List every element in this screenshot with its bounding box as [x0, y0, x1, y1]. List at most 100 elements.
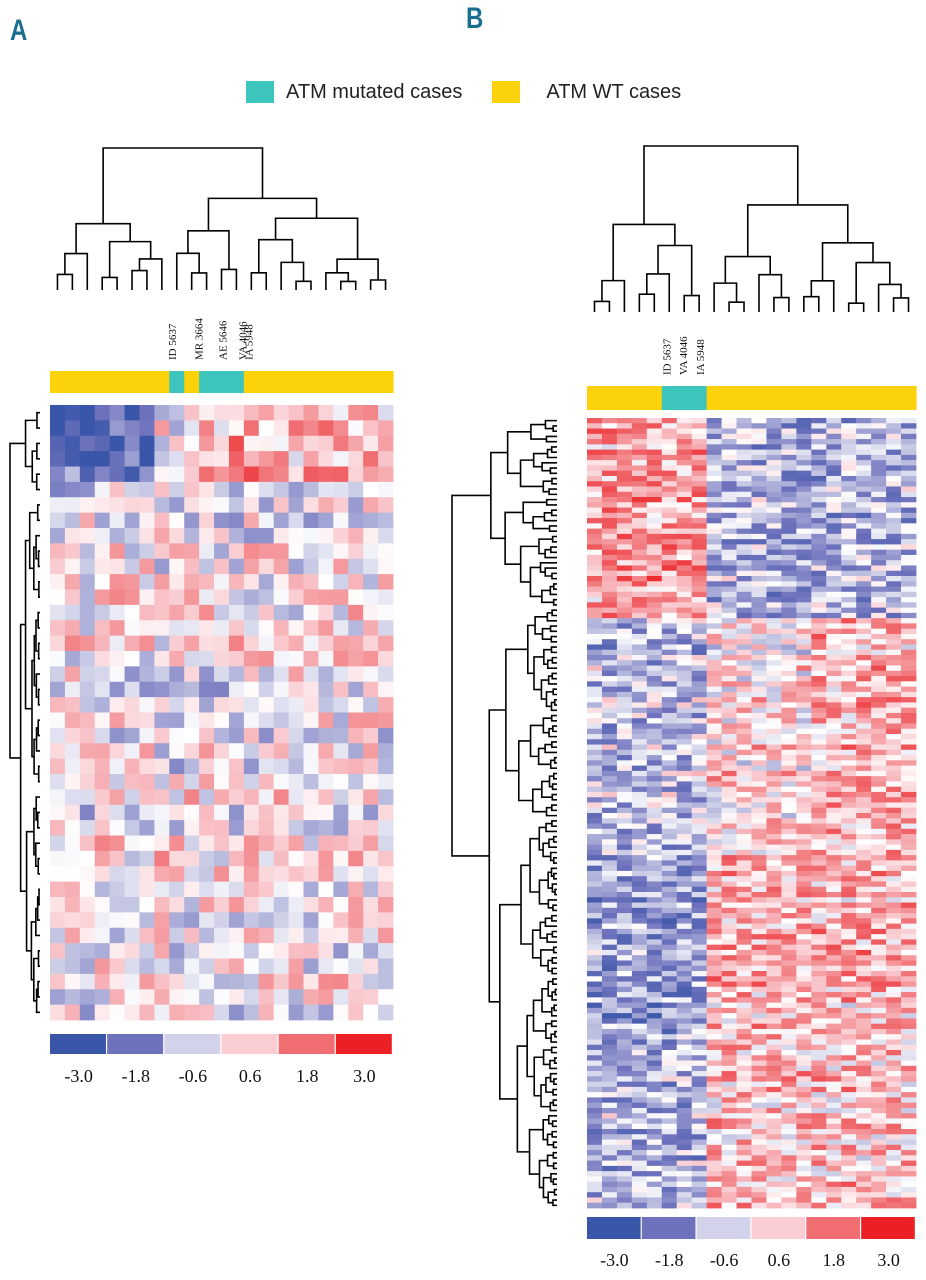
dendrogram-branch — [36, 411, 40, 429]
heatmap-cell — [886, 1023, 902, 1030]
dendrogram-branch — [550, 1007, 557, 1017]
heatmap-cell — [273, 789, 290, 806]
heatmap-cell — [587, 1202, 603, 1209]
heatmap-cell — [856, 528, 872, 535]
heatmap-cell — [736, 712, 752, 719]
heatmap-cell — [781, 965, 797, 972]
heatmap-cell — [273, 897, 290, 913]
heatmap-cell — [901, 491, 917, 498]
heatmap-cell — [169, 466, 185, 483]
heatmap-cell — [856, 1071, 872, 1077]
heatmap-cell — [631, 665, 648, 672]
annotation-cell — [676, 386, 693, 410]
heatmap-cell — [691, 855, 708, 861]
heatmap-cell — [766, 712, 782, 719]
heatmap-cell — [856, 707, 872, 714]
heatmap-cell — [587, 475, 603, 482]
heatmap-cell — [631, 470, 648, 477]
heatmap-cell — [646, 718, 663, 724]
dendrogram-branch — [532, 788, 547, 813]
heatmap-cell — [646, 581, 663, 587]
heatmap-cell — [64, 973, 81, 990]
heatmap-cell — [348, 497, 364, 514]
heatmap-cell — [199, 681, 215, 698]
heatmap-cell — [676, 860, 693, 867]
heatmap-cell — [587, 470, 603, 477]
heatmap-cell — [751, 1086, 767, 1093]
heatmap-cell — [736, 1044, 752, 1051]
heatmap-cell — [303, 697, 319, 713]
heatmap-cell — [303, 681, 319, 698]
dendrogram-branch — [220, 268, 238, 290]
heatmap-cell — [94, 850, 111, 867]
heatmap-cell — [318, 973, 334, 990]
heatmap-cell — [228, 512, 245, 529]
heatmap-cell — [811, 1107, 827, 1114]
heatmap-cell — [781, 712, 797, 719]
heatmap-cell — [736, 1071, 752, 1077]
heatmap-cell — [811, 570, 827, 577]
heatmap-cell — [706, 1039, 722, 1046]
heatmap-cell — [154, 958, 170, 975]
heatmap-cell — [79, 558, 96, 575]
heatmap-cell — [766, 823, 782, 830]
heatmap-cell — [796, 660, 812, 666]
heatmap-cell — [378, 405, 394, 421]
heatmap-cell — [901, 897, 917, 903]
heatmap-cell — [601, 897, 618, 903]
heatmap-cell — [378, 897, 394, 913]
heatmap-cell — [587, 913, 603, 919]
heatmap-cell — [676, 707, 693, 714]
dendrogram-branch — [551, 672, 557, 680]
heatmap-cell — [228, 651, 245, 667]
heatmap-cell — [751, 660, 767, 666]
heatmap-cell — [781, 876, 797, 882]
heatmap-cell — [124, 958, 140, 975]
heatmap-cell — [826, 918, 842, 924]
heatmap-cell — [826, 607, 842, 614]
heatmap-cell — [826, 502, 842, 508]
dendrogram-branch — [542, 1176, 551, 1199]
heatmap-cell — [706, 876, 722, 882]
heatmap-cell — [841, 928, 857, 935]
heatmap-cell — [243, 481, 260, 498]
heatmap-cell — [273, 558, 290, 575]
heatmap-cell — [721, 702, 737, 709]
heatmap-cell — [691, 486, 708, 493]
heatmap-cell — [781, 655, 797, 661]
heatmap-cell — [886, 807, 902, 814]
heatmap-cell — [124, 758, 140, 775]
heatmap-cell — [751, 1165, 767, 1172]
heatmap-cell — [706, 676, 722, 682]
heatmap-cell — [751, 497, 767, 503]
heatmap-cell — [661, 897, 678, 903]
heatmap-cell — [661, 1007, 678, 1014]
case-label: IA 5948 — [243, 324, 255, 360]
heatmap-cell — [243, 973, 260, 990]
heatmap-cell — [901, 612, 917, 619]
heatmap-cell — [363, 620, 379, 637]
heatmap-cell — [676, 481, 693, 487]
heatmap-cell — [811, 997, 827, 1003]
heatmap-cell — [826, 518, 842, 524]
heatmap-cell — [631, 881, 648, 888]
heatmap-cell — [691, 554, 708, 561]
heatmap-cell — [631, 481, 648, 487]
heatmap-cell — [691, 876, 708, 882]
heatmap-cell — [886, 576, 902, 582]
heatmap-cell — [124, 697, 140, 713]
heatmap-cell — [616, 902, 633, 909]
heatmap-cell — [691, 1013, 708, 1019]
heatmap-cell — [616, 971, 633, 977]
heatmap-cell — [676, 828, 693, 835]
heatmap-cell — [348, 912, 364, 929]
heatmap-cell — [751, 1186, 767, 1193]
heatmap-cell — [79, 835, 96, 852]
heatmap-cell — [856, 1060, 872, 1067]
heatmap-cell — [587, 797, 603, 803]
heatmap-cell — [631, 870, 648, 877]
heatmap-cell — [706, 907, 722, 914]
heatmap-cell — [184, 528, 200, 544]
heatmap-cell — [646, 618, 663, 624]
heatmap-cell — [736, 1034, 752, 1040]
